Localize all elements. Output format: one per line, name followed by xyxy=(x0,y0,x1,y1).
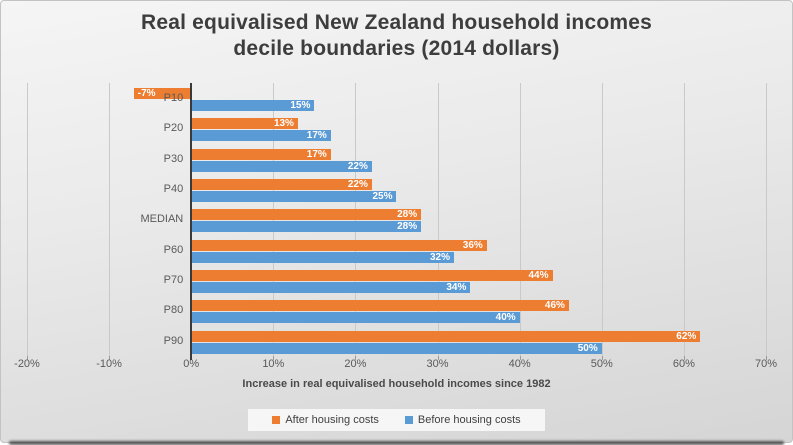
x-axis: -20% -10% 0% 10% 20% 30% 40% 50% 60% 70% xyxy=(14,358,777,373)
bar-after-housing-costs: 13% xyxy=(191,118,298,130)
axis-tick-mark xyxy=(519,356,521,360)
category-row: P60 36% 32% xyxy=(27,235,766,265)
axis-tick-mark xyxy=(273,356,275,360)
category-label: P30 xyxy=(163,152,184,165)
bar-before-housing-costs: 22% xyxy=(191,160,372,172)
data-label: 13% xyxy=(273,118,294,130)
bar-after-housing-costs: 17% xyxy=(191,148,331,160)
axis-tick-mark xyxy=(437,356,439,360)
category-row: P20 13% 17% xyxy=(27,113,766,143)
legend-label: Before housing costs xyxy=(417,414,521,426)
category-label: P90 xyxy=(163,334,184,347)
data-label: 28% xyxy=(397,221,418,233)
data-label: 40% xyxy=(495,312,516,324)
bar-before-housing-costs: 25% xyxy=(191,191,397,202)
data-label: 17% xyxy=(306,130,327,142)
x-axis-tick-label: 70% xyxy=(754,358,778,370)
category-label: MEDIAN xyxy=(140,213,184,226)
category-row: MEDIAN 28% 28% xyxy=(27,204,766,234)
bar-before-housing-costs: 15% xyxy=(191,100,315,111)
gridline xyxy=(766,83,767,356)
x-axis-tick-label: 50% xyxy=(590,358,613,370)
data-label: 22% xyxy=(347,160,368,172)
category-label: P60 xyxy=(163,243,184,256)
axis-tick-mark xyxy=(109,356,111,360)
data-label: 17% xyxy=(306,148,327,160)
category-row: P80 46% 40% xyxy=(27,295,766,325)
legend-item-after-housing-costs: After housing costs xyxy=(272,414,379,426)
x-axis-tick-label: -20% xyxy=(14,358,40,370)
bar-before-housing-costs: 17% xyxy=(191,130,331,142)
data-label: 36% xyxy=(462,239,483,251)
bar-after-housing-costs: 28% xyxy=(191,209,422,221)
gridline xyxy=(683,83,685,356)
bar-after-housing-costs: 46% xyxy=(191,300,569,312)
legend-swatch xyxy=(404,416,413,424)
category-row: P40 22% 25% xyxy=(27,174,766,204)
data-label: 34% xyxy=(446,282,467,293)
frame-bottom-shadow xyxy=(9,441,784,445)
bar-before-housing-costs: 28% xyxy=(191,221,422,233)
axis-tick-mark xyxy=(766,356,767,360)
legend-swatch xyxy=(272,416,281,424)
legend: After housing costs Before housing costs xyxy=(1,409,792,431)
chart-title: Real equivalised New Zealand household i… xyxy=(1,10,792,62)
category-label: P20 xyxy=(163,122,184,135)
data-label: 50% xyxy=(577,342,598,354)
bar-after-housing-costs: 62% xyxy=(191,330,701,342)
x-axis-tick-label: 0% xyxy=(183,358,200,370)
bar-before-housing-costs: 34% xyxy=(191,282,471,293)
category-label: P80 xyxy=(163,304,184,317)
gridline xyxy=(519,83,521,356)
chart-title-line-1: Real equivalised New Zealand household i… xyxy=(140,11,652,34)
bar-after-housing-costs: 44% xyxy=(191,270,553,281)
gridline xyxy=(437,83,439,356)
zero-axis-line xyxy=(190,83,193,360)
data-label: 22% xyxy=(347,179,368,190)
data-label: 44% xyxy=(528,270,549,281)
category-row: P10 -7% 15% xyxy=(27,83,766,113)
category-label: P70 xyxy=(163,274,184,287)
bar-before-housing-costs: 50% xyxy=(191,342,602,354)
axis-tick-mark xyxy=(355,356,357,360)
axis-tick-mark xyxy=(683,356,685,360)
bar-after-housing-costs: -7% xyxy=(133,88,192,99)
legend-label: After housing costs xyxy=(285,414,379,426)
gridline xyxy=(27,83,28,356)
category-row: P90 62% 50% xyxy=(27,326,766,356)
bar-before-housing-costs: 40% xyxy=(191,312,520,324)
gridline xyxy=(601,83,603,356)
bar-before-housing-costs: 32% xyxy=(191,251,454,263)
x-axis-tick-label: 40% xyxy=(508,358,531,370)
gridline xyxy=(109,83,111,356)
plot-area: P10 -7% 15% P20 13% 17% P30 17% 22% P40 22% 25% MEDI… xyxy=(27,83,767,360)
data-label: 15% xyxy=(290,100,311,111)
data-label: 28% xyxy=(397,209,418,221)
data-label: 25% xyxy=(372,191,393,202)
category-label: P40 xyxy=(163,183,184,196)
axis-tick-mark xyxy=(27,356,28,360)
bar-after-housing-costs: 36% xyxy=(191,239,487,251)
legend-item-before-housing-costs: Before housing costs xyxy=(404,414,521,426)
category-row: P70 44% 34% xyxy=(27,265,766,295)
data-label: 62% xyxy=(676,330,697,342)
x-axis-tick-label: 20% xyxy=(344,358,367,370)
data-label: 46% xyxy=(544,300,565,312)
bar-after-housing-costs: 22% xyxy=(191,179,372,190)
category-label: P10 xyxy=(163,92,184,105)
chart-title-line-2: decile boundaries (2014 dollars) xyxy=(233,37,560,60)
legend-box: After housing costs Before housing costs xyxy=(248,409,545,431)
x-axis-tick-label: -10% xyxy=(96,358,122,370)
axis-tick-mark xyxy=(601,356,603,360)
x-axis-tick-label: 10% xyxy=(262,358,285,370)
x-axis-tick-label: 30% xyxy=(426,358,449,370)
x-axis-title: Increase in real equivalised household i… xyxy=(242,378,551,390)
category-row: P30 17% 22% xyxy=(27,144,766,174)
data-label: 32% xyxy=(429,251,450,263)
x-axis-tick-label: 60% xyxy=(672,358,695,370)
data-label: -7% xyxy=(137,88,156,99)
